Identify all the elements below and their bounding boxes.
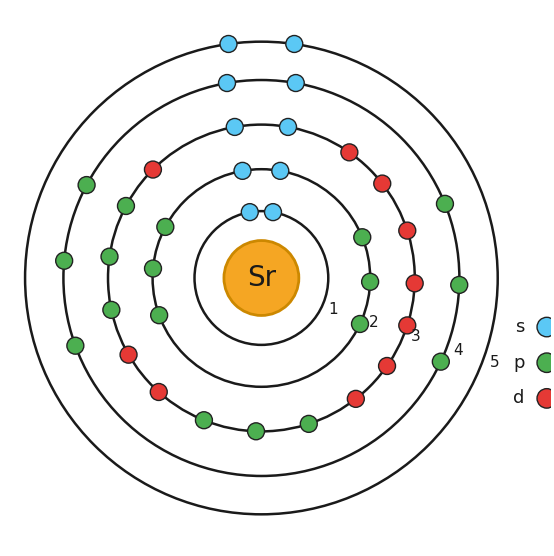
Circle shape	[451, 276, 468, 294]
Circle shape	[151, 307, 168, 324]
Circle shape	[406, 275, 423, 292]
Text: s: s	[515, 318, 525, 336]
Circle shape	[117, 197, 135, 215]
Circle shape	[362, 274, 378, 290]
Text: 1: 1	[329, 302, 338, 317]
Circle shape	[242, 203, 258, 221]
Text: 5: 5	[490, 355, 499, 370]
Circle shape	[300, 415, 317, 433]
Circle shape	[218, 75, 235, 92]
Circle shape	[354, 229, 371, 246]
Circle shape	[537, 353, 554, 373]
Circle shape	[437, 195, 453, 212]
Circle shape	[265, 203, 281, 221]
Circle shape	[378, 358, 396, 374]
Circle shape	[224, 241, 299, 315]
Circle shape	[280, 118, 296, 136]
Circle shape	[67, 337, 84, 354]
Circle shape	[341, 144, 358, 161]
Circle shape	[288, 75, 304, 92]
Circle shape	[432, 353, 449, 370]
Text: p: p	[513, 354, 525, 372]
Circle shape	[226, 118, 243, 136]
Circle shape	[120, 346, 137, 363]
Circle shape	[150, 384, 167, 400]
Text: 3: 3	[411, 329, 420, 344]
Circle shape	[399, 222, 416, 239]
Circle shape	[272, 162, 289, 180]
Circle shape	[352, 315, 368, 332]
Circle shape	[145, 161, 161, 178]
Circle shape	[286, 36, 302, 52]
Text: Sr: Sr	[247, 264, 276, 292]
Circle shape	[537, 389, 554, 408]
Circle shape	[220, 36, 237, 52]
Circle shape	[347, 390, 365, 408]
Circle shape	[56, 252, 73, 269]
Circle shape	[145, 260, 161, 277]
Circle shape	[103, 301, 120, 319]
Circle shape	[157, 219, 174, 235]
Circle shape	[78, 177, 95, 193]
Circle shape	[537, 317, 554, 337]
Circle shape	[399, 317, 416, 334]
Text: d: d	[513, 389, 525, 408]
Circle shape	[101, 248, 118, 265]
Circle shape	[374, 175, 391, 192]
Circle shape	[234, 162, 251, 180]
Text: 2: 2	[368, 315, 378, 330]
Text: 4: 4	[453, 342, 463, 358]
Circle shape	[248, 423, 264, 440]
Circle shape	[196, 412, 212, 429]
